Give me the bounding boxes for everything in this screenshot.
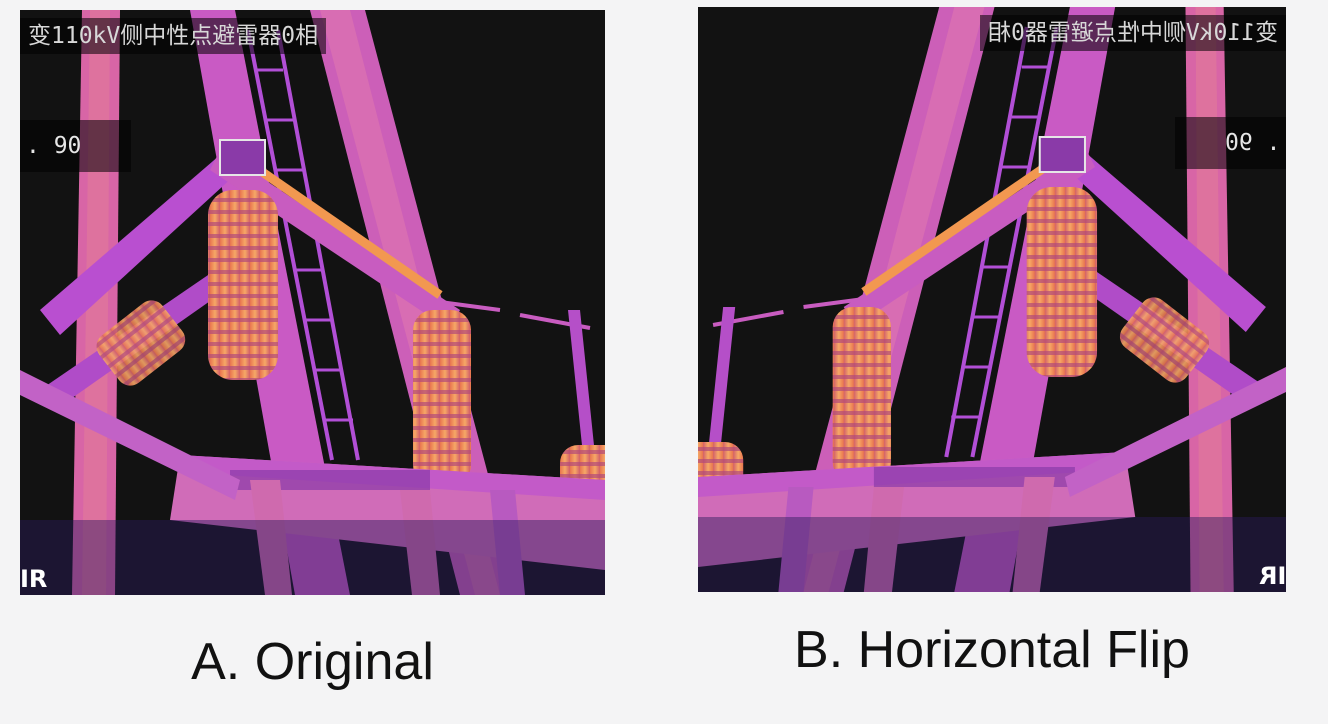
- ir-logo-flipped: IR: [1259, 562, 1286, 590]
- caption-flipped: B. Horizontal Flip: [794, 621, 1190, 679]
- original-thermal-image: 变110kV侧中性点避雷器0相 . 90 IR: [20, 10, 605, 595]
- overlay-title-original: 变110kV侧中性点避雷器0相: [20, 18, 327, 54]
- ir-logo-original: IR: [20, 565, 48, 593]
- overlay-value-original: . 90: [20, 120, 131, 172]
- ir-logo-flipped-text: IR: [1258, 562, 1286, 590]
- thermal-scene-flipped: [698, 7, 1286, 592]
- overlay-title-flipped: 变110kV侧中性点避雷器0相: [979, 15, 1286, 51]
- thermal-scene-original: [20, 10, 605, 595]
- overlay-title-flipped-text: 变110kV侧中性点避雷器0相: [987, 20, 1278, 46]
- caption-original: A. Original: [191, 633, 434, 691]
- flipped-thermal-image: 变110kV侧中性点避雷器0相 . 90 IR: [698, 7, 1286, 592]
- overlay-value-flipped-text: . 90: [1224, 130, 1280, 156]
- overlay-value-flipped: . 90: [1175, 117, 1286, 169]
